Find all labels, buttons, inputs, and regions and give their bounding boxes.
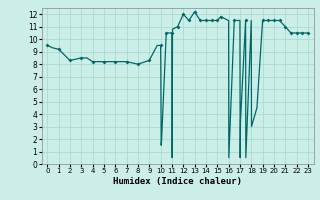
- X-axis label: Humidex (Indice chaleur): Humidex (Indice chaleur): [113, 177, 242, 186]
